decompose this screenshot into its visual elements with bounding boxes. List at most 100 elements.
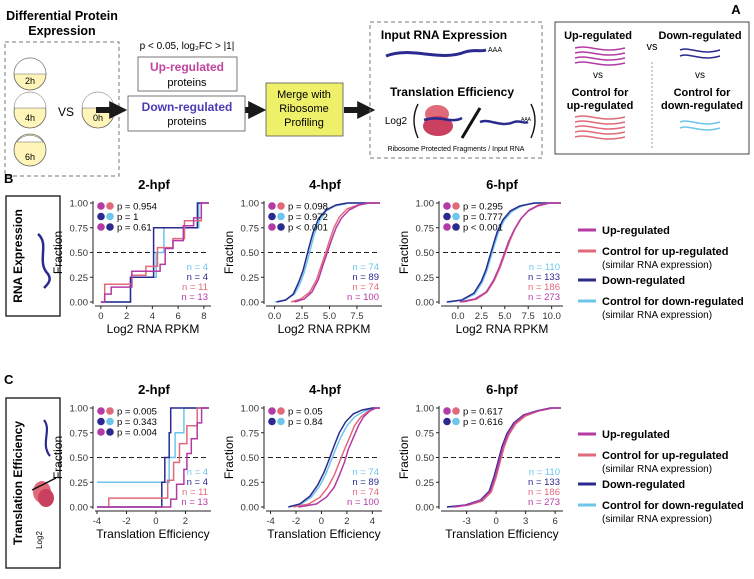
x-tick-label: 4 <box>150 311 155 322</box>
count-text: n = 74 <box>352 467 379 478</box>
series-line-1 <box>97 407 209 508</box>
series-line-1 <box>446 202 561 303</box>
row-b-title-group: RNA Expression <box>5 195 61 317</box>
y-tick-label: 0.50 <box>416 248 435 259</box>
chart-title: 4-hpf <box>309 382 341 397</box>
legend-a-vs-small-right: vs <box>695 70 705 81</box>
down-regulated-box-sub: proteins <box>167 116 207 128</box>
embryo-4h-icon: 4h <box>13 91 47 129</box>
pvalue-text: p = 0.616 <box>463 417 503 428</box>
pvalue-dot-a <box>97 223 105 231</box>
embryo-2h-icon: 2h <box>13 57 47 91</box>
y-axis-label: Fraction <box>397 231 411 274</box>
y-tick-label: 0.75 <box>70 223 89 234</box>
y-tick-label: 1.00 <box>416 199 435 210</box>
merge-box-line2: Ribosome <box>279 103 329 115</box>
y-tick-label: 0.25 <box>70 478 89 489</box>
y-tick-label: 0.75 <box>70 428 89 439</box>
te-left-paren <box>413 103 419 139</box>
diff-protein-title-line1: Differential Protein <box>6 9 118 23</box>
chart-title: 2-hpf <box>138 382 170 397</box>
series-line-1 <box>276 202 380 303</box>
legend-label-3: Control for down-regulated <box>602 500 744 512</box>
pvalue-text: p = 0.098 <box>288 202 328 213</box>
pvalue-dot-a <box>268 417 276 426</box>
te-log2: Log2 <box>385 116 408 127</box>
row-c-log2: Log2 <box>35 531 44 549</box>
mrna-icon <box>385 48 487 58</box>
x-tick-label: 5.0 <box>323 311 336 322</box>
down-regulated-box <box>127 95 246 132</box>
te-mrna-icon <box>479 119 529 126</box>
up-regulated-box-title: Up-regulated <box>150 60 224 74</box>
y-tick-label: 1.00 <box>416 404 435 415</box>
y-axis-label: Fraction <box>51 231 65 274</box>
count-text: n = 273 <box>528 292 560 303</box>
pvalue-dot-a <box>268 407 276 415</box>
legend-a-box <box>554 21 750 155</box>
x-axis-label: Log2 RNA RPKM <box>107 322 200 336</box>
te-polya: AAA <box>521 117 532 123</box>
legend-a-vs-small-left: vs <box>593 70 603 81</box>
count-text: n = 13 <box>181 292 208 303</box>
x-axis-label: Log2 RNA RPKM <box>278 322 371 336</box>
y-tick-label: 0.50 <box>241 453 260 464</box>
pvalue-dot-a <box>443 223 451 231</box>
pvalue-dot-b <box>277 417 285 426</box>
count-text: n = 4 <box>187 477 208 488</box>
count-text: n = 11 <box>182 487 208 498</box>
x-tick-label: -4 <box>266 516 274 527</box>
x-axis-label: Translation Efficiency <box>96 527 209 541</box>
pvalue-text: p = 1 <box>117 212 138 223</box>
pvalue-text: p = 0.61 <box>117 223 152 234</box>
panel-b-label: B <box>4 171 13 186</box>
x-tick-label: -3 <box>462 516 470 527</box>
panel-a: A Differential Protein Expression 2h 4h … <box>4 2 750 177</box>
pvalue-dot-b <box>452 202 460 210</box>
x-tick-label: 8 <box>201 311 206 322</box>
y-tick-label: 0.50 <box>70 453 89 464</box>
y-tick-label: 0.00 <box>416 503 435 514</box>
legend-te: Up-regulated Control for up-regulated (sim… <box>578 429 744 525</box>
count-text: n = 133 <box>528 272 560 283</box>
pvalue-dot-a <box>443 212 451 221</box>
x-tick-label: 0 <box>153 516 158 527</box>
y-tick-label: 0.25 <box>241 478 260 489</box>
x-tick-label: 0 <box>319 516 324 527</box>
embryo-dashed-box <box>4 41 120 177</box>
y-tick-label: 0.00 <box>241 503 260 514</box>
count-text: n = 110 <box>529 467 560 478</box>
up-regulated-box-sub: proteins <box>167 77 207 89</box>
pvalue-dot-b <box>452 223 460 231</box>
legend-a-ctrl-down-line1: Control for <box>674 87 732 99</box>
count-text: n = 89 <box>352 272 379 283</box>
pvalue-dot-a <box>443 407 451 415</box>
pvalue-text: p = 0.004 <box>117 428 157 439</box>
row-c-title: Translation Efficiency <box>11 421 25 545</box>
pvalue-dot-a <box>268 202 276 210</box>
x-axis-label: Translation Efficiency <box>267 527 380 541</box>
y-tick-label: 0.75 <box>241 428 260 439</box>
legend-a-down-mrna-icon <box>679 48 721 59</box>
pvalue-dot-a <box>268 223 276 231</box>
merge-box-line3: Profiling <box>284 117 324 129</box>
te-footnote: Ribosome Protected Fragments / Input RNA <box>388 146 525 153</box>
y-tick-label: 0.50 <box>416 453 435 464</box>
x-tick-label: 2 <box>183 516 188 527</box>
vs-label: VS <box>58 105 74 119</box>
x-tick-label: 10.0 <box>542 311 561 322</box>
y-tick-label: 0.75 <box>416 223 435 234</box>
series-line-2 <box>293 407 380 508</box>
legend-sublabel-1: (similar RNA expression) <box>602 260 712 271</box>
te-title: Translation Efficiency <box>390 85 514 99</box>
count-text: n = 110 <box>529 262 560 273</box>
chart-3: 2-hpf 0.00 0.25 0.50 0.75 1.00 -4 -2 0 2Translati… <box>51 382 211 541</box>
rna-te-dashed-box <box>369 21 543 159</box>
row-b-title: RNA Expression <box>11 209 25 303</box>
pvalue-dot-b <box>106 407 114 415</box>
y-tick-label: 0.00 <box>241 298 260 309</box>
pvalue-dot-a <box>268 212 276 221</box>
pvalue-dot-a <box>97 407 105 415</box>
row-b-mrna-icon <box>37 233 51 289</box>
